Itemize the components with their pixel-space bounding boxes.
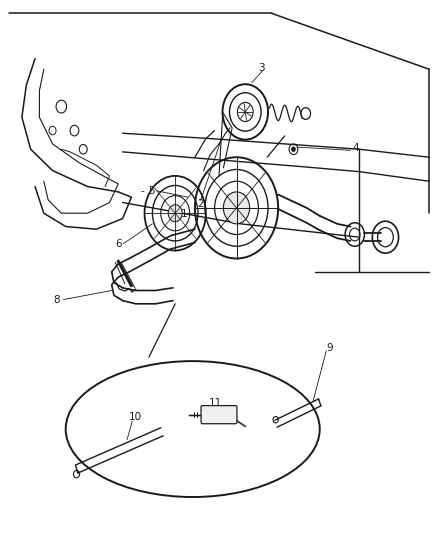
FancyBboxPatch shape [201,406,237,424]
Text: 3: 3 [258,63,265,73]
Text: 6: 6 [115,239,122,248]
Text: 5: 5 [148,186,155,196]
Circle shape [168,205,182,222]
Text: 8: 8 [53,295,60,304]
Text: -: - [141,186,144,196]
Text: 9: 9 [326,343,333,352]
Circle shape [292,147,295,151]
Circle shape [223,192,250,224]
Text: 2: 2 [197,199,204,208]
Text: 10: 10 [129,412,142,422]
Text: 4: 4 [352,143,359,152]
Text: 11: 11 [209,399,222,408]
Text: 1: 1 [180,209,187,219]
